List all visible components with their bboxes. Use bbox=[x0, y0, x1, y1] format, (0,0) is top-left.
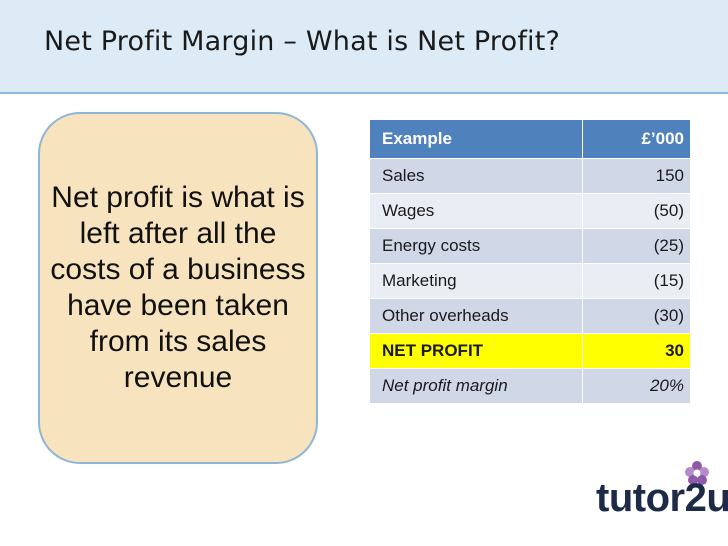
row-value: 150 bbox=[583, 159, 690, 194]
tutor2u-flower-icon bbox=[685, 461, 709, 485]
table-row-wages: Wages (50) bbox=[370, 194, 690, 229]
row-value: 20% bbox=[583, 369, 690, 404]
column-header-units: £’000 bbox=[583, 120, 690, 159]
row-value: (30) bbox=[583, 299, 690, 334]
row-label: Energy costs bbox=[370, 229, 583, 264]
column-header-example: Example bbox=[370, 120, 583, 159]
row-label: Marketing bbox=[370, 264, 583, 299]
profit-example-table: Example £’000 Sales 150 Wages (50) Energ… bbox=[370, 120, 690, 404]
row-label: Other overheads bbox=[370, 299, 583, 334]
table-row-net-profit: NET PROFIT 30 bbox=[370, 334, 690, 369]
row-value: 30 bbox=[583, 334, 690, 369]
definition-callout: Net profit is what is left after all the… bbox=[38, 112, 318, 464]
row-label: Net profit margin bbox=[370, 369, 583, 404]
row-label: Wages bbox=[370, 194, 583, 229]
table-row-net-profit-margin: Net profit margin 20% bbox=[370, 369, 690, 404]
row-value: (15) bbox=[583, 264, 690, 299]
table-row-energy-costs: Energy costs (25) bbox=[370, 229, 690, 264]
table-header-row: Example £’000 bbox=[370, 120, 690, 159]
table-row-other-overheads: Other overheads (30) bbox=[370, 299, 690, 334]
definition-text: Net profit is what is left after all the… bbox=[50, 181, 306, 394]
row-value: (25) bbox=[583, 229, 690, 264]
table-row-marketing: Marketing (15) bbox=[370, 264, 690, 299]
row-label: NET PROFIT bbox=[370, 334, 583, 369]
slide-title: Net Profit Margin – What is Net Profit? bbox=[44, 26, 561, 57]
table-row-sales: Sales 150 bbox=[370, 159, 690, 194]
row-value: (50) bbox=[583, 194, 690, 229]
row-label: Sales bbox=[370, 159, 583, 194]
title-band: Net Profit Margin – What is Net Profit? bbox=[0, 0, 728, 94]
tutor2u-logo: tutor2u bbox=[596, 476, 728, 520]
